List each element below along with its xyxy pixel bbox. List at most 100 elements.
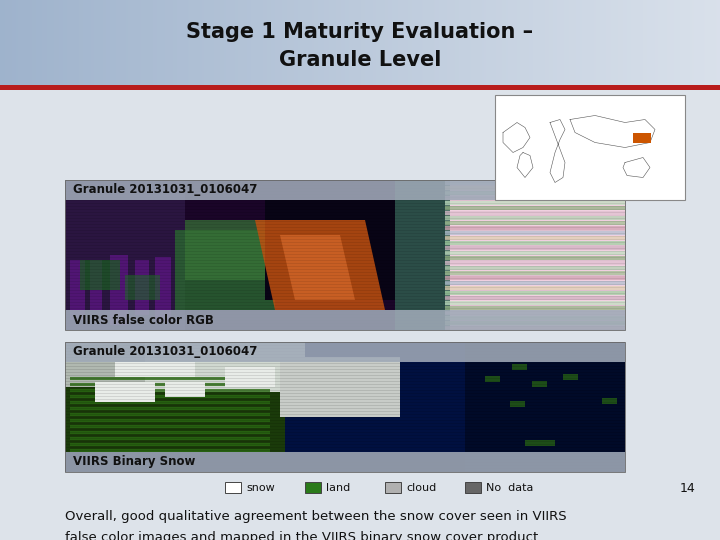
Bar bbox=[445, 236, 625, 240]
Bar bbox=[553, 0, 554, 85]
Bar bbox=[445, 0, 446, 85]
Bar bbox=[445, 311, 625, 315]
Bar bbox=[120, 0, 121, 85]
Bar bbox=[476, 0, 477, 85]
Bar bbox=[40, 0, 41, 85]
Bar bbox=[264, 0, 265, 85]
Bar bbox=[356, 0, 357, 85]
Bar bbox=[454, 0, 455, 85]
Bar bbox=[65, 278, 625, 279]
Bar bbox=[686, 0, 687, 85]
Bar bbox=[65, 459, 625, 460]
Bar bbox=[694, 0, 695, 85]
Bar bbox=[65, 320, 625, 321]
Bar bbox=[321, 0, 322, 85]
Bar bbox=[85, 0, 86, 85]
Bar bbox=[634, 0, 635, 85]
Bar bbox=[65, 215, 625, 216]
Bar bbox=[65, 260, 625, 261]
Bar bbox=[58, 0, 59, 85]
Bar bbox=[211, 0, 212, 85]
Bar bbox=[37, 0, 38, 85]
Bar bbox=[312, 0, 313, 85]
Bar bbox=[580, 0, 581, 85]
Bar bbox=[291, 0, 292, 85]
Bar bbox=[269, 0, 270, 85]
Bar bbox=[252, 0, 253, 85]
Text: snow: snow bbox=[246, 483, 275, 493]
Bar bbox=[255, 0, 256, 85]
Bar bbox=[360, 0, 361, 85]
Bar bbox=[65, 251, 625, 252]
Bar bbox=[464, 0, 465, 85]
Bar bbox=[256, 0, 257, 85]
Bar bbox=[618, 0, 619, 85]
Bar bbox=[373, 0, 374, 85]
Bar bbox=[681, 0, 682, 85]
Bar bbox=[70, 443, 270, 446]
Bar bbox=[229, 0, 230, 85]
Bar bbox=[65, 254, 625, 255]
Bar bbox=[544, 0, 545, 85]
Bar bbox=[95, 0, 96, 85]
Bar bbox=[160, 0, 161, 85]
Bar bbox=[84, 0, 85, 85]
Bar bbox=[53, 0, 54, 85]
Bar bbox=[572, 0, 573, 85]
Bar bbox=[125, 275, 160, 300]
Text: Granule Level: Granule Level bbox=[279, 50, 441, 70]
Bar bbox=[431, 0, 432, 85]
Bar bbox=[714, 0, 715, 85]
Bar bbox=[701, 0, 702, 85]
Bar bbox=[437, 0, 438, 85]
Bar bbox=[311, 0, 312, 85]
Bar bbox=[459, 0, 460, 85]
Bar bbox=[65, 444, 625, 445]
Bar bbox=[152, 0, 153, 85]
Bar bbox=[396, 0, 397, 85]
Bar bbox=[212, 0, 213, 85]
Bar bbox=[341, 0, 342, 85]
Bar bbox=[265, 200, 395, 300]
Bar bbox=[213, 0, 214, 85]
Bar bbox=[151, 0, 152, 85]
Bar bbox=[378, 0, 379, 85]
Bar bbox=[423, 0, 424, 85]
Bar bbox=[600, 0, 601, 85]
Bar bbox=[199, 0, 200, 85]
Bar bbox=[214, 0, 215, 85]
Bar bbox=[655, 0, 656, 85]
Bar bbox=[305, 0, 306, 85]
Bar bbox=[65, 275, 625, 276]
Bar bbox=[445, 216, 625, 220]
Bar bbox=[352, 0, 353, 85]
Bar bbox=[525, 440, 539, 446]
Bar bbox=[511, 0, 512, 85]
Bar bbox=[259, 0, 260, 85]
Bar bbox=[700, 0, 701, 85]
Bar bbox=[210, 0, 211, 85]
Bar bbox=[512, 0, 513, 85]
Bar bbox=[248, 0, 249, 85]
Bar bbox=[460, 0, 461, 85]
Bar bbox=[216, 0, 217, 85]
Bar bbox=[0, 90, 720, 540]
Bar bbox=[327, 0, 328, 85]
Bar bbox=[11, 0, 12, 85]
Bar bbox=[313, 0, 314, 85]
Bar bbox=[558, 0, 559, 85]
Bar bbox=[377, 0, 378, 85]
Bar bbox=[65, 302, 625, 303]
Bar bbox=[445, 241, 625, 245]
Bar bbox=[654, 0, 655, 85]
Bar bbox=[65, 438, 625, 439]
Bar bbox=[485, 376, 500, 382]
Bar bbox=[65, 185, 625, 186]
Bar bbox=[65, 435, 625, 436]
Bar bbox=[421, 0, 422, 85]
Bar bbox=[109, 0, 110, 85]
Bar bbox=[112, 0, 113, 85]
Bar bbox=[18, 0, 19, 85]
Bar bbox=[375, 0, 376, 85]
Bar bbox=[514, 0, 515, 85]
